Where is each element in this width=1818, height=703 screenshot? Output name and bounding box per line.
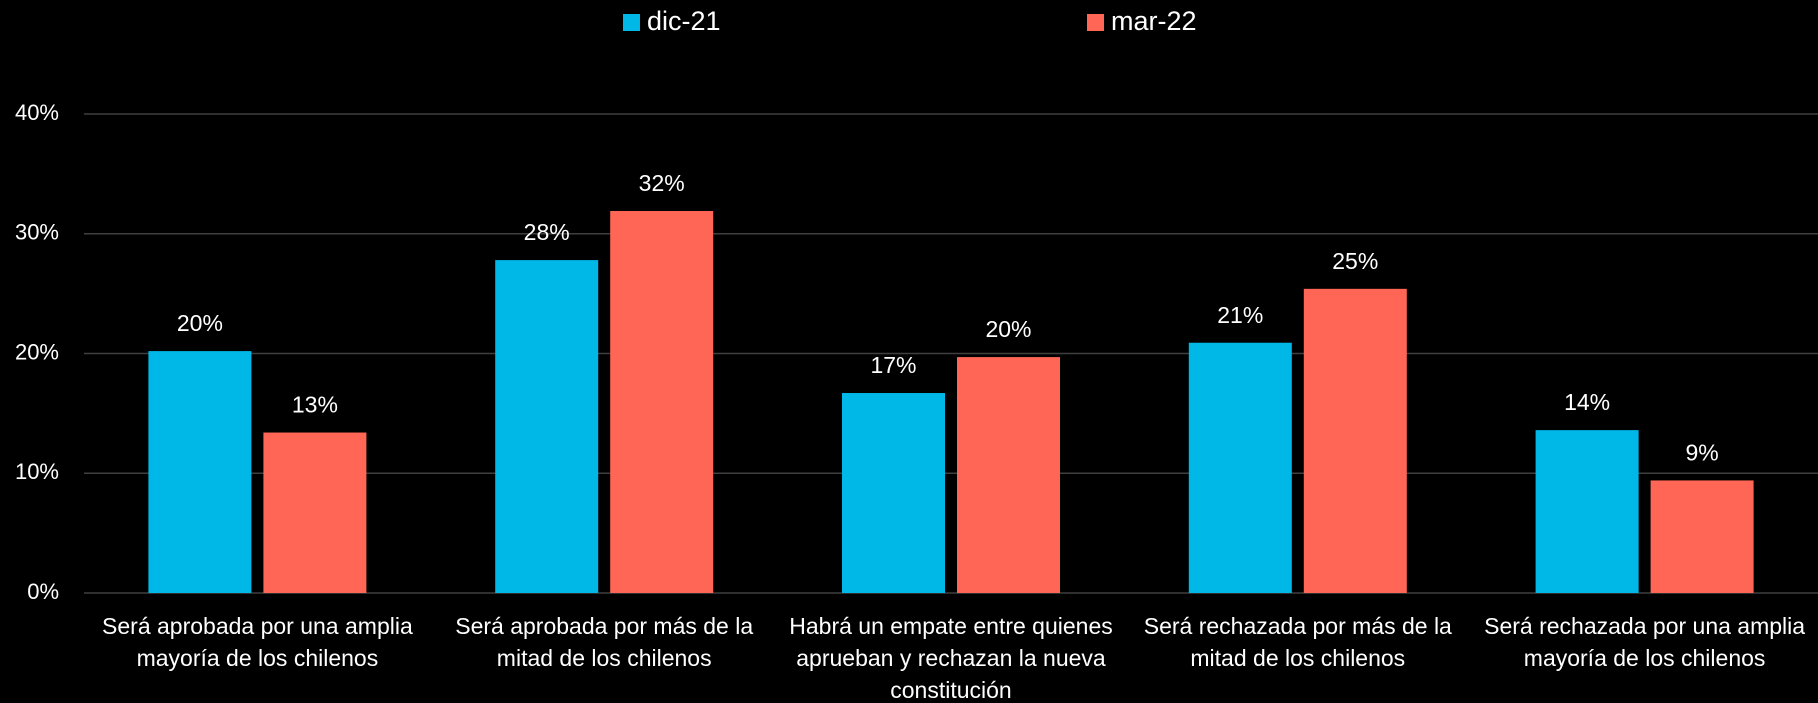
legend-swatch [623,14,640,31]
legend-swatch [1087,14,1104,31]
x-tick-label: Será aprobada por más de la [455,613,753,639]
x-tick-label: Será aprobada por una amplia [102,613,413,639]
x-tick-label: Será rechazada por una amplia [1484,613,1805,639]
bar [263,432,367,593]
bar [957,357,1060,593]
data-label: 20% [177,310,223,336]
legend-label: mar-22 [1111,6,1197,36]
bar [842,393,945,593]
x-tick-label: Será rechazada por más de la [1144,613,1452,639]
bar [495,260,599,593]
x-tick-label: aprueban y rechazan la nueva [796,645,1106,671]
x-tick-label: mitad de los chilenos [1190,645,1405,671]
x-tick-label: Habrá un empate entre quienes [789,613,1113,639]
data-label: 25% [1332,248,1378,274]
data-label: 13% [292,392,338,418]
x-tick-label: mitad de los chilenos [497,645,712,671]
x-tick-label: constitución [890,677,1011,703]
x-tick-label: mayoría de los chilenos [137,645,379,671]
data-label: 32% [639,170,685,196]
data-label: 28% [524,219,570,245]
bar [610,210,714,593]
data-label: 20% [985,316,1031,342]
bar [1303,288,1407,593]
data-label: 21% [1217,302,1263,328]
x-tick-label: mayoría de los chilenos [1524,645,1766,671]
data-label: 9% [1685,440,1718,466]
y-tick-label: 0% [27,579,59,604]
data-label: 14% [1564,389,1610,415]
legend-label: dic-21 [647,6,721,36]
y-tick-label: 20% [15,339,59,364]
y-tick-label: 40% [15,100,59,125]
bar [148,351,252,593]
y-tick-label: 30% [15,220,59,245]
data-label: 17% [870,352,916,378]
bar [1650,480,1754,593]
bar [1188,342,1292,593]
y-tick-label: 10% [15,459,59,484]
bar [1535,430,1639,593]
